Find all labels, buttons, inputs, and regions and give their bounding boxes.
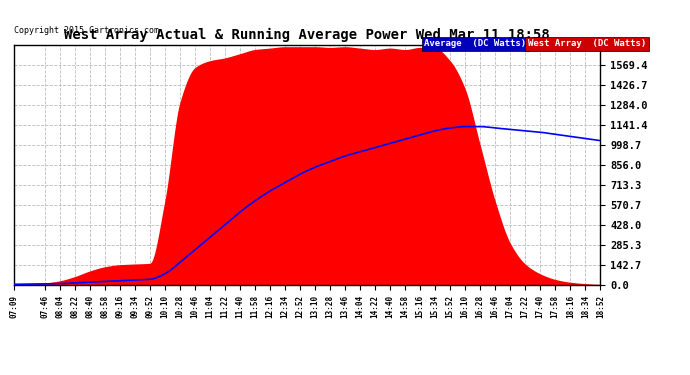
Text: West Array  (DC Watts): West Array (DC Watts) bbox=[528, 39, 646, 48]
Title: West Array Actual & Running Average Power Wed Mar 11 18:58: West Array Actual & Running Average Powe… bbox=[64, 28, 550, 42]
Text: Copyright 2015 Cartronics.com: Copyright 2015 Cartronics.com bbox=[14, 26, 159, 35]
Text: Average  (DC Watts): Average (DC Watts) bbox=[424, 39, 526, 48]
